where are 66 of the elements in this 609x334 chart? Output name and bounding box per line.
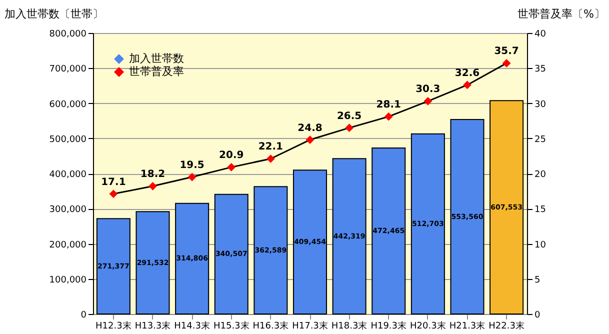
data-label: 22.1 bbox=[258, 142, 284, 153]
y-tick-label: 700,000 bbox=[49, 64, 87, 75]
x-tick-label: H12.3末 bbox=[96, 320, 132, 332]
data-label: 24.8 bbox=[298, 122, 322, 134]
bar bbox=[214, 194, 248, 314]
x-tick-label: H17.3末 bbox=[292, 320, 328, 332]
y2-axis-title: 世帯普及率〔%〕 bbox=[518, 8, 605, 20]
x-tick-label: H13.3末 bbox=[134, 320, 171, 332]
y2-tick-label: 20 bbox=[534, 170, 546, 180]
y-tick-label: 500,000 bbox=[49, 134, 87, 145]
data-label: 28.1 bbox=[376, 100, 401, 111]
point bbox=[345, 124, 354, 132]
x-tick-label: H19.3末 bbox=[370, 320, 407, 332]
y2-tick-label: 30 bbox=[534, 100, 546, 110]
data-label: 18.2 bbox=[140, 169, 166, 180]
bar bbox=[175, 202, 210, 314]
data-label: 19.5 bbox=[180, 160, 204, 172]
y-tick-label: 600,000 bbox=[49, 100, 87, 110]
y2-tick-label: 0 bbox=[534, 310, 540, 320]
y2-tick-label: 35 bbox=[534, 64, 546, 75]
y2-tick-label: 40 bbox=[534, 30, 546, 40]
point bbox=[266, 154, 275, 163]
data-label: 17.1 bbox=[101, 176, 126, 188]
y-tick-label: 800,000 bbox=[49, 30, 87, 40]
bar bbox=[332, 158, 366, 314]
data-label: 30.3 bbox=[416, 84, 440, 96]
point bbox=[109, 190, 118, 198]
bar bbox=[136, 211, 170, 314]
y2-tick-label: 15 bbox=[534, 205, 546, 216]
bar bbox=[96, 218, 130, 314]
x-tick-label: H15.3末 bbox=[213, 320, 250, 332]
y-axis-title: 加入世帯数〔世帯〕 bbox=[4, 8, 104, 20]
y-tick-label: 400,000 bbox=[49, 170, 87, 180]
data-label: 20.9 bbox=[219, 150, 244, 162]
point bbox=[227, 162, 236, 172]
x-tick-label: H14.3末 bbox=[174, 320, 210, 332]
x-tick-label: H20.3末 bbox=[410, 320, 446, 332]
point bbox=[148, 182, 157, 190]
bar bbox=[292, 170, 328, 314]
data-label: 26.5 bbox=[336, 110, 362, 122]
point bbox=[306, 136, 314, 144]
y-tick-label: 100,000 bbox=[49, 275, 87, 286]
bar bbox=[490, 100, 524, 314]
bar bbox=[450, 119, 484, 314]
data-label: 32.6 bbox=[454, 68, 480, 79]
x-tick-label: H16.3末 bbox=[252, 320, 289, 332]
y-tick-label: 300,000 bbox=[49, 205, 87, 216]
point bbox=[384, 112, 393, 121]
legend-label: 加入世帯数 bbox=[129, 52, 184, 65]
y-tick-label: 200,000 bbox=[49, 240, 87, 250]
bar bbox=[254, 186, 288, 314]
point bbox=[188, 172, 196, 182]
point bbox=[502, 59, 511, 68]
x-tick-label: H18.3末 bbox=[331, 320, 368, 332]
x-tick-label: H22.3末 bbox=[488, 320, 524, 332]
y2-tick-label: 25 bbox=[534, 134, 546, 145]
bar bbox=[372, 148, 406, 314]
x-tick-label: H21.3末 bbox=[449, 320, 486, 332]
y2-tick-label: 10 bbox=[534, 240, 546, 250]
point bbox=[463, 80, 472, 90]
y-tick-label: 0 bbox=[80, 310, 87, 320]
legend-label: 世帯普及率 bbox=[129, 65, 184, 78]
data-label: 35.7 bbox=[494, 46, 519, 58]
bar bbox=[410, 133, 445, 314]
y2-tick-label: 5 bbox=[534, 275, 540, 286]
point bbox=[424, 96, 432, 106]
